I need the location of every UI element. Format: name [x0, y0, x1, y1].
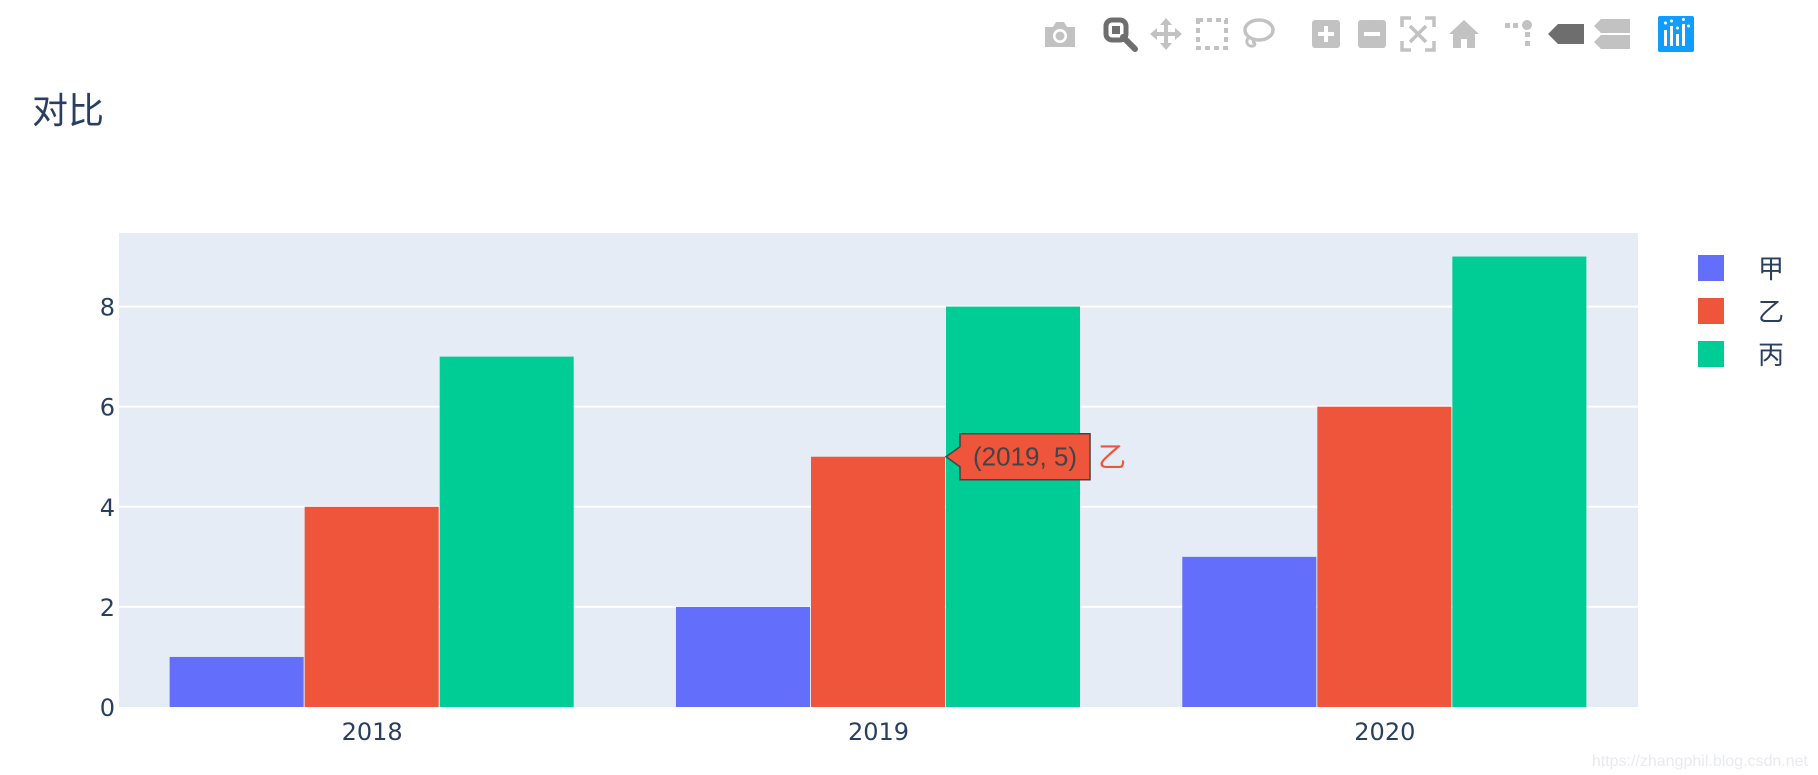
legend-swatch [1698, 340, 1724, 367]
legend-item-bing[interactable]: 丙 [1698, 332, 1784, 375]
bar-甲-2019[interactable] [675, 606, 810, 707]
plotly-logo-icon[interactable] [1654, 14, 1698, 54]
legend-item-jia[interactable]: 甲 [1698, 246, 1784, 289]
y-tick-label: 8 [100, 294, 115, 322]
legend-item-yi[interactable]: 乙 [1698, 289, 1784, 332]
x-axis-ticks: 2018 2019 2020 [342, 718, 1416, 746]
x-tick-label: 2019 [848, 718, 909, 746]
hover-closest-icon[interactable] [1544, 14, 1588, 54]
chart-title: 对比 [32, 91, 105, 132]
y-tick-label: 4 [100, 494, 115, 522]
autoscale-icon[interactable] [1396, 14, 1440, 54]
y-tick-label: 6 [100, 394, 115, 422]
zoom-out-icon[interactable] [1350, 14, 1394, 54]
hover-series-label: 乙 [1098, 441, 1126, 474]
spike-lines-icon[interactable] [1498, 14, 1542, 54]
legend-swatch [1698, 254, 1724, 281]
x-tick-label: 2018 [342, 718, 403, 746]
legend-label: 丙 [1758, 341, 1785, 371]
legend-swatch [1698, 297, 1724, 324]
bar-甲-2020[interactable] [1182, 556, 1317, 707]
watermark: https://zhangphil.blog.csdn.net [1591, 753, 1808, 770]
bar-traces [169, 256, 1587, 707]
bar-丙-2018[interactable] [439, 356, 574, 707]
bar-乙-2020[interactable] [1317, 406, 1452, 707]
hover-compare-icon[interactable] [1590, 14, 1634, 54]
bar-乙-2019[interactable] [810, 456, 946, 707]
x-tick-label: 2020 [1354, 718, 1415, 746]
hover-box [944, 432, 1091, 481]
lasso-select-icon[interactable] [1236, 14, 1280, 54]
reset-axes-icon[interactable] [1442, 14, 1486, 54]
legend-label: 乙 [1758, 298, 1785, 328]
hover-value-text: (2019, 5) [973, 442, 1077, 472]
bar-丙-2020[interactable] [1452, 256, 1587, 707]
y-axis-ticks: 0 2 4 6 8 [100, 294, 115, 722]
bar-乙-2018[interactable] [304, 506, 439, 707]
y-tick-label: 0 [100, 694, 115, 722]
legend-label: 甲 [1758, 255, 1785, 285]
modebar [1038, 14, 1818, 54]
camera-icon[interactable] [1038, 14, 1082, 54]
hover-tooltip: (2019, 5) 乙 [944, 432, 1126, 481]
y-tick-label: 2 [100, 594, 115, 622]
bar-甲-2018[interactable] [169, 656, 304, 707]
bar-丙-2019[interactable] [946, 306, 1081, 707]
box-select-icon[interactable] [1190, 14, 1234, 54]
pan-icon[interactable] [1144, 14, 1188, 54]
zoom-icon[interactable] [1098, 14, 1142, 54]
legend: 甲 乙 丙 [1698, 246, 1784, 375]
zoom-in-icon[interactable] [1304, 14, 1348, 54]
